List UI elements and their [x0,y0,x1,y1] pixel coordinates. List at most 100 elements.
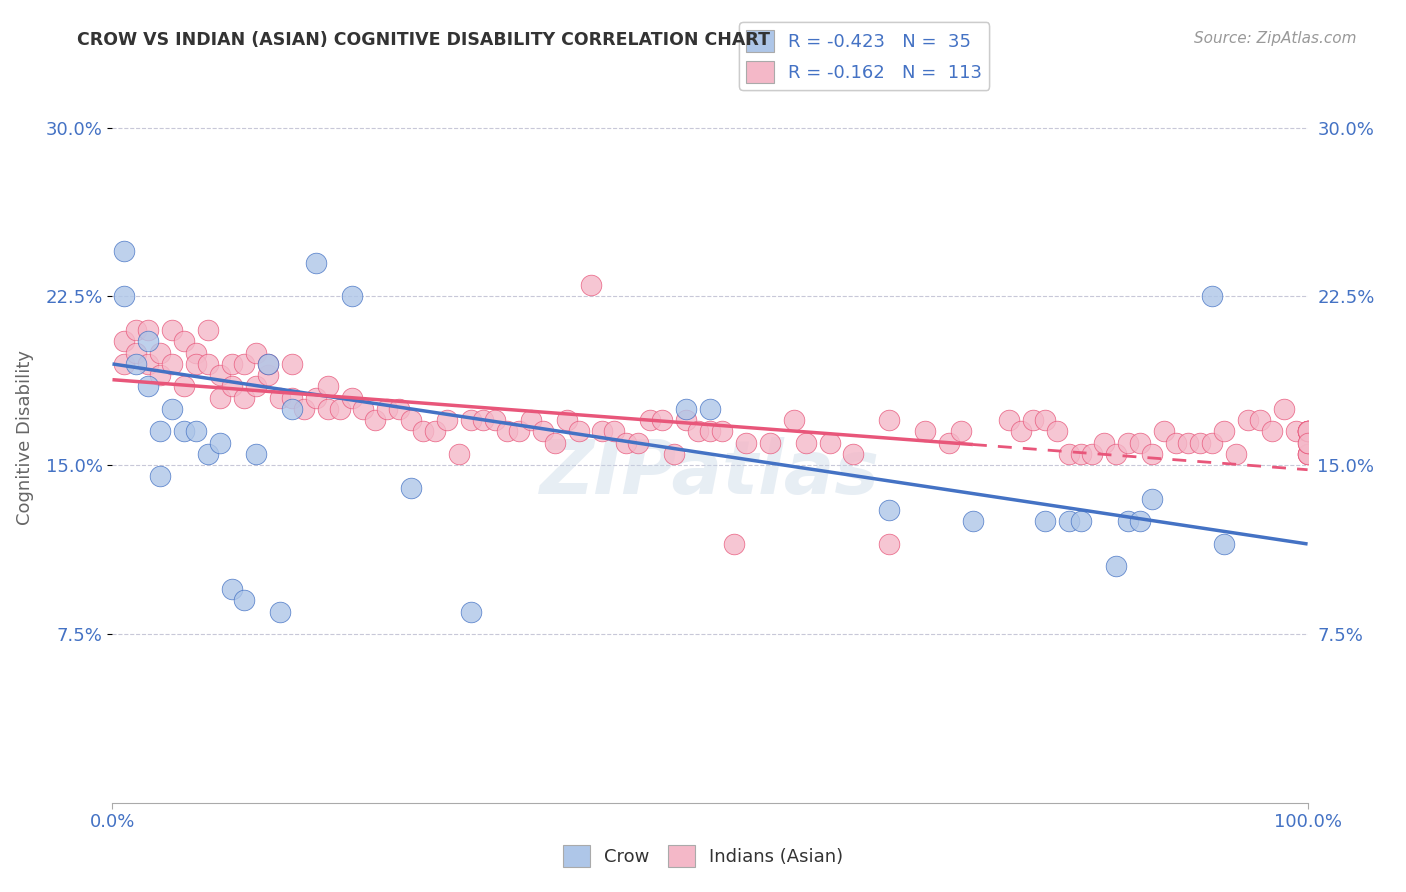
Point [1010,425,1032,439]
Point [1129,435,1152,450]
Point [1272,401,1295,416]
Point [699,401,721,416]
Point [138,334,160,349]
Point [436,413,458,427]
Point [305,255,328,269]
Point [340,289,363,303]
Point [125,323,148,337]
Point [711,425,734,439]
Point [197,323,219,337]
Point [1129,515,1152,529]
Y-axis label: Cognitive Disability: Cognitive Disability [17,350,34,524]
Point [1118,435,1140,450]
Point [316,379,339,393]
Point [938,435,960,450]
Point [651,413,673,427]
Point [962,515,984,529]
Point [401,413,423,427]
Point [879,503,901,517]
Point [1189,435,1212,450]
Point [1094,435,1116,450]
Point [412,425,434,439]
Text: ZIPatlas: ZIPatlas [540,437,880,510]
Point [675,401,697,416]
Point [340,391,363,405]
Point [1296,425,1319,439]
Point [186,345,208,359]
Point [149,469,172,483]
Point [221,582,243,596]
Point [1296,425,1319,439]
Point [125,345,148,359]
Point [138,357,160,371]
Point [114,289,135,303]
Point [269,605,291,619]
Point [114,244,135,259]
Point [449,447,471,461]
Point [245,379,267,393]
Point [1261,425,1284,439]
Point [329,401,352,416]
Point [1070,447,1092,461]
Point [1070,515,1092,529]
Point [818,435,841,450]
Point [162,323,183,337]
Point [592,425,614,439]
Point [603,425,626,439]
Point [568,425,591,439]
Point [460,413,482,427]
Legend: Crow, Indians (Asian): Crow, Indians (Asian) [555,838,851,874]
Point [1057,515,1080,529]
Point [233,357,256,371]
Point [257,357,280,371]
Point [269,391,291,405]
Point [257,357,280,371]
Point [292,401,315,416]
Point [879,413,901,427]
Point [245,447,267,461]
Point [531,425,554,439]
Point [543,435,565,450]
Point [1225,447,1247,461]
Text: Source: ZipAtlas.com: Source: ZipAtlas.com [1194,31,1357,46]
Point [555,413,578,427]
Point [794,435,817,450]
Point [1296,447,1319,461]
Point [305,391,328,405]
Point [233,391,256,405]
Text: CROW VS INDIAN (ASIAN) COGNITIVE DISABILITY CORRELATION CHART: CROW VS INDIAN (ASIAN) COGNITIVE DISABIL… [77,31,770,49]
Point [316,401,339,416]
Point [1177,435,1199,450]
Point [162,357,183,371]
Point [675,413,697,427]
Point [879,537,901,551]
Point [173,425,195,439]
Point [425,425,447,439]
Point [496,425,519,439]
Point [1033,515,1056,529]
Point [401,481,423,495]
Point [688,425,710,439]
Point [950,425,973,439]
Point [209,435,232,450]
Point [388,401,411,416]
Point [281,357,304,371]
Point [1201,289,1223,303]
Point [138,379,160,393]
Point [114,357,135,371]
Point [149,368,172,383]
Point [579,278,602,293]
Point [508,425,530,439]
Legend: R = -0.423   N =  35, R = -0.162   N =  113: R = -0.423 N = 35, R = -0.162 N = 113 [740,22,990,90]
Point [1166,435,1188,450]
Point [1296,447,1319,461]
Point [1296,425,1319,439]
Point [1296,425,1319,439]
Point [353,401,375,416]
Point [783,413,806,427]
Point [1249,413,1271,427]
Point [257,368,280,383]
Point [472,413,495,427]
Point [1213,425,1236,439]
Point [759,435,782,450]
